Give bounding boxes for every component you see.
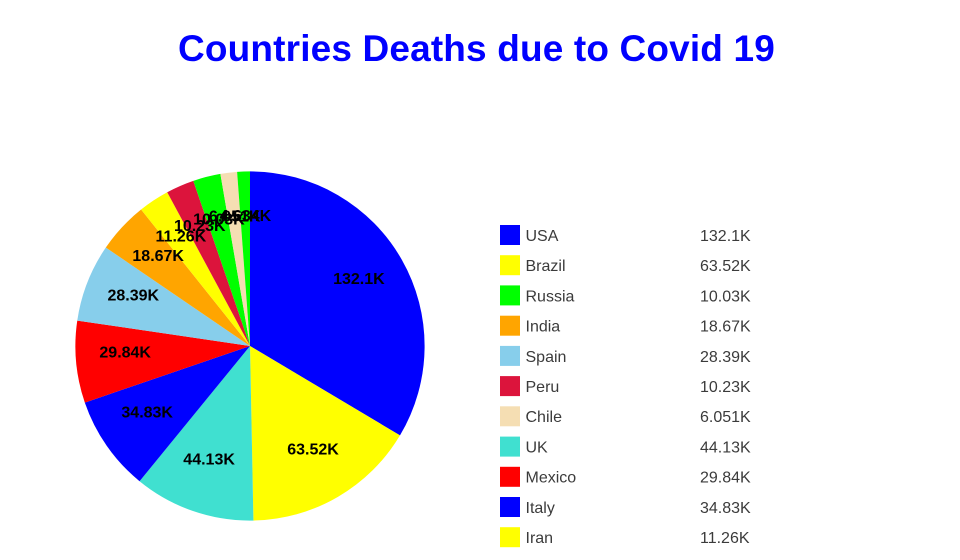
svg-text:10.23K: 10.23K bbox=[174, 218, 226, 235]
svg-text:132.1K: 132.1K bbox=[333, 271, 385, 288]
svg-text:18.67K: 18.67K bbox=[700, 319, 751, 336]
svg-text:Mexico: Mexico bbox=[526, 470, 577, 487]
svg-text:Iran: Iran bbox=[526, 530, 554, 547]
svg-text:Russia: Russia bbox=[526, 288, 575, 305]
svg-text:11.26K: 11.26K bbox=[156, 228, 207, 245]
svg-text:28.39K: 28.39K bbox=[700, 349, 751, 366]
svg-text:29.84K: 29.84K bbox=[700, 470, 751, 487]
svg-text:Brazil: Brazil bbox=[526, 258, 566, 275]
svg-text:UK: UK bbox=[526, 440, 549, 457]
svg-text:4.634K: 4.634K bbox=[220, 208, 272, 225]
svg-text:63.52K: 63.52K bbox=[700, 258, 751, 275]
svg-text:10.23K: 10.23K bbox=[700, 379, 751, 396]
svg-text:44.13K: 44.13K bbox=[183, 451, 235, 468]
svg-text:10.03K: 10.03K bbox=[700, 288, 751, 305]
svg-text:29.84K: 29.84K bbox=[99, 345, 151, 362]
svg-text:India: India bbox=[526, 319, 561, 336]
svg-text:Italy: Italy bbox=[526, 500, 555, 517]
svg-text:Spain: Spain bbox=[526, 349, 567, 366]
svg-text:132.1K: 132.1K bbox=[700, 228, 751, 245]
svg-text:USA: USA bbox=[526, 228, 559, 245]
svg-text:28.39K: 28.39K bbox=[108, 287, 160, 304]
svg-text:6.051K: 6.051K bbox=[209, 209, 261, 226]
svg-text:Peru: Peru bbox=[526, 379, 560, 396]
svg-text:44.13K: 44.13K bbox=[700, 440, 751, 457]
svg-text:Chile: Chile bbox=[526, 409, 563, 426]
svg-text:18.67K: 18.67K bbox=[132, 248, 184, 265]
svg-text:6.051K: 6.051K bbox=[700, 409, 751, 426]
svg-text:10.03K: 10.03K bbox=[193, 212, 245, 229]
svg-text:63.52K: 63.52K bbox=[287, 441, 339, 458]
svg-text:34.83K: 34.83K bbox=[121, 405, 173, 422]
svg-text:11.26K: 11.26K bbox=[700, 530, 750, 547]
svg-text:34.83K: 34.83K bbox=[700, 500, 751, 517]
